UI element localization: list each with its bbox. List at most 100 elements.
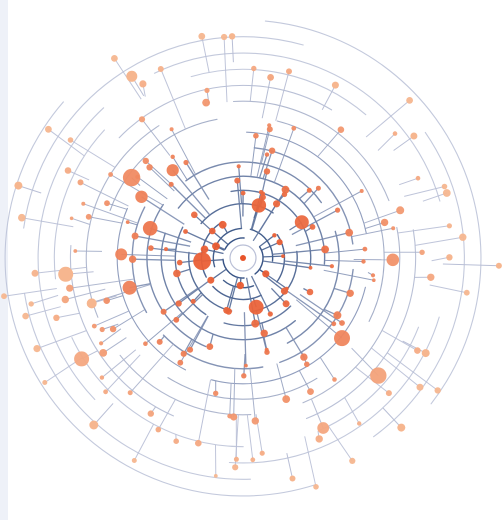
branch-arc: [222, 258, 245, 279]
tree-node: [315, 435, 323, 443]
branch-link: [236, 180, 243, 229]
tree-node: [170, 154, 175, 159]
branch-link: [193, 214, 213, 232]
tree-node: [135, 190, 148, 203]
branch-link: [363, 209, 401, 224]
tree-node: [332, 377, 337, 382]
branch-link: [201, 36, 210, 73]
branch-link: [261, 171, 268, 194]
branch-link: [178, 280, 209, 305]
branch-link: [223, 36, 228, 103]
tree-node: [416, 383, 424, 391]
branch-link: [262, 150, 273, 180]
branch-link: [393, 135, 415, 151]
branch-link: [171, 129, 197, 175]
tree-node: [146, 164, 153, 171]
tree-node: [128, 255, 137, 263]
tree-node: [173, 269, 181, 278]
tree-node: [176, 259, 183, 266]
branch-link: [110, 174, 164, 206]
tree-node: [142, 221, 158, 236]
branch-link: [275, 71, 290, 121]
branch-link: [129, 343, 174, 394]
branch-link: [263, 336, 268, 350]
tree-node: [315, 185, 321, 191]
tree-node: [406, 97, 413, 104]
branch-link: [250, 275, 271, 315]
tree-node: [349, 457, 356, 464]
branch-link: [262, 260, 311, 269]
branch-link: [56, 312, 80, 319]
tree-node: [14, 181, 23, 190]
branch-link: [149, 166, 175, 192]
branch-link: [102, 337, 127, 354]
tree-node: [282, 300, 290, 308]
branch-link: [250, 135, 257, 177]
tree-node: [232, 464, 239, 471]
branch-arc: [232, 100, 390, 202]
branch-arc: [85, 125, 160, 318]
tree-node: [321, 245, 329, 254]
tree-node: [213, 474, 218, 478]
branch-link: [261, 241, 280, 251]
branch-link: [246, 414, 254, 460]
branch-link: [231, 36, 234, 63]
branch-link: [262, 255, 284, 258]
branch-link: [404, 186, 445, 197]
tree-node: [103, 297, 110, 305]
branch-link: [100, 328, 122, 344]
page-margin: [0, 0, 8, 520]
tree-node: [81, 201, 86, 206]
tree-node: [241, 373, 247, 379]
tree-node: [193, 252, 212, 270]
tree-node: [286, 68, 292, 75]
branch-link: [106, 202, 128, 210]
tree-node: [459, 233, 467, 241]
tree-node: [335, 207, 341, 213]
branch-link: [172, 169, 211, 216]
branch-link: [442, 263, 499, 267]
branch-link: [3, 288, 57, 297]
tree-node: [183, 159, 189, 166]
branch-link: [189, 315, 209, 351]
tree-node: [73, 249, 78, 253]
tree-node: [147, 410, 154, 417]
branch-link: [258, 189, 287, 234]
branch-link: [160, 68, 186, 130]
tree-node: [77, 179, 84, 186]
tree-node: [204, 87, 210, 93]
tree-node: [236, 164, 241, 169]
tree-node: [31, 269, 39, 277]
branch-link: [80, 181, 129, 207]
branch-link: [101, 349, 137, 378]
tree-node: [282, 395, 291, 403]
branch-link: [304, 436, 317, 487]
tree-node: [441, 183, 448, 190]
tree-node: [300, 353, 308, 361]
branch-arc: [212, 285, 262, 301]
branch-link: [298, 370, 311, 392]
tree-node: [143, 341, 148, 347]
branch-link: [175, 293, 204, 321]
tree-node: [207, 276, 215, 284]
branch-arc: [319, 326, 420, 431]
tree-node: [442, 189, 451, 197]
tree-node: [236, 281, 244, 290]
tree-node: [244, 363, 248, 368]
tree-node: [166, 164, 179, 177]
tree-node: [259, 450, 265, 456]
branch-arc: [305, 229, 417, 420]
tree-node: [58, 266, 74, 282]
branch-link: [295, 299, 343, 339]
branch-link: [324, 248, 365, 254]
tree-node: [180, 350, 187, 357]
tree-node: [251, 417, 259, 425]
tree-node: [104, 200, 110, 207]
tree-node: [421, 349, 430, 358]
branch-arc: [162, 334, 264, 370]
branch-link: [133, 423, 155, 461]
root-node: [240, 255, 246, 261]
branch-arc: [276, 234, 286, 283]
branch-link: [150, 247, 202, 256]
